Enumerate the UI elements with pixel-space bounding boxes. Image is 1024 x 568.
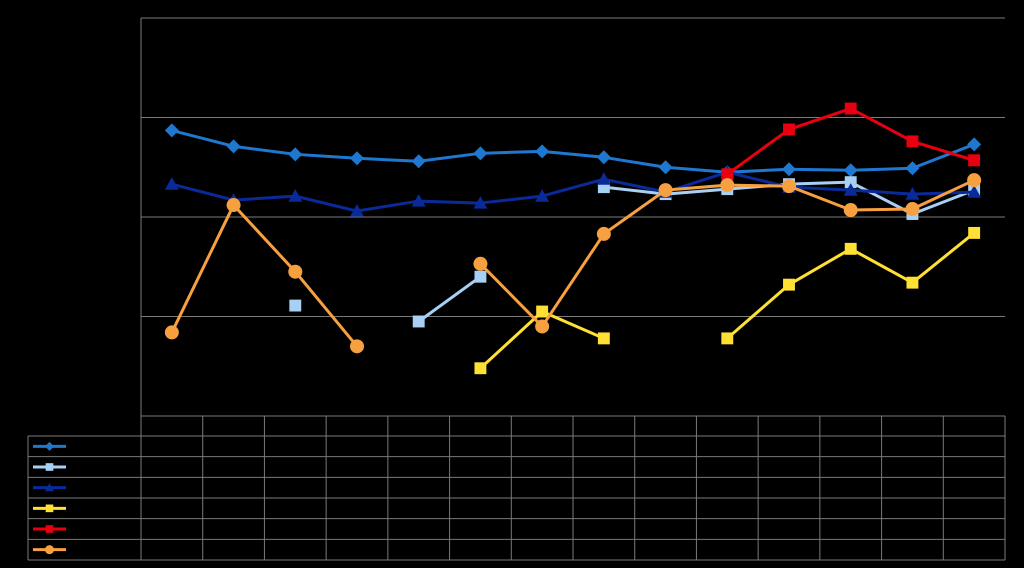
series-6-point — [535, 319, 550, 334]
series-1-point — [350, 151, 364, 166]
series-6-point — [473, 256, 488, 271]
legend-key-series-3 — [33, 483, 66, 492]
legend-key-marker — [45, 525, 54, 533]
series-lines — [164, 102, 982, 375]
data-table — [27, 415, 1006, 561]
series-1-point — [473, 146, 488, 161]
legend-key-series-6 — [33, 545, 66, 555]
legend-key-marker — [45, 463, 54, 471]
series-1-point — [596, 150, 611, 165]
series-1-point — [782, 162, 796, 177]
legend-key-series-2 — [33, 463, 66, 471]
series-1-point — [288, 147, 303, 162]
legend-key-marker — [45, 545, 54, 555]
series-4-point — [536, 305, 549, 318]
series-6-point — [905, 202, 920, 217]
series-3-point — [535, 189, 550, 202]
series-6-point — [596, 226, 611, 241]
series-6-point — [782, 179, 796, 194]
series-4-point — [721, 332, 734, 345]
legend-key-marker — [45, 504, 54, 513]
series-1-point — [226, 139, 241, 154]
series-6-point — [226, 198, 241, 213]
series-6-line — [170, 203, 359, 348]
series-5-point — [906, 135, 919, 148]
series-2-point — [474, 270, 487, 283]
series-4 — [474, 226, 981, 375]
series-3-point — [411, 194, 426, 207]
series-6-point — [658, 183, 673, 198]
series-1-point — [535, 144, 550, 159]
series-6-point — [164, 325, 179, 340]
series-2-point — [412, 315, 425, 328]
series-1-point — [843, 163, 858, 178]
series-6-point — [720, 178, 735, 193]
series-5-point — [968, 154, 981, 167]
series-3-point — [473, 196, 488, 209]
series-1-point — [967, 137, 982, 152]
series-3-line — [171, 170, 975, 213]
gridlines — [140, 17, 1005, 416]
series-6-point — [843, 203, 858, 218]
series-1-point — [658, 160, 673, 175]
series-4-point — [597, 332, 610, 345]
legend-key-series-1 — [33, 441, 66, 451]
series-4-point — [968, 226, 981, 239]
series-4-point — [844, 242, 857, 255]
legend-key-marker — [45, 441, 54, 451]
series-4-point — [474, 362, 487, 375]
series-5 — [721, 102, 981, 181]
series-3-point — [967, 185, 982, 198]
series-5-point — [844, 102, 857, 115]
series-5-point — [783, 123, 795, 136]
series-1-line — [171, 128, 975, 174]
series-3-point — [350, 204, 364, 217]
series-3-point — [843, 183, 858, 196]
series-6-point — [288, 264, 303, 279]
series-1-point — [905, 161, 920, 176]
series-2-point — [597, 181, 610, 194]
series-3-point — [288, 189, 303, 202]
series-4-point — [906, 276, 919, 289]
series-5-point — [721, 168, 734, 181]
series-2-point — [289, 299, 302, 312]
series-6-line — [479, 178, 975, 328]
legend-key-marker — [45, 483, 54, 492]
series-6 — [164, 173, 982, 354]
series-3-point — [905, 187, 920, 200]
legend-key-series-5 — [33, 525, 66, 533]
series-1-point — [164, 123, 179, 138]
series-1 — [164, 123, 982, 180]
series-3-point — [164, 177, 179, 190]
series-3-point — [596, 172, 611, 185]
series-1-point — [411, 154, 426, 169]
legend-key-series-4 — [33, 504, 66, 513]
series-2 — [289, 176, 981, 328]
series-2-point — [844, 176, 857, 189]
series-6-point — [350, 339, 364, 354]
series-6-point — [967, 173, 982, 188]
series-4-point — [783, 278, 795, 291]
series-2-line — [417, 275, 482, 323]
